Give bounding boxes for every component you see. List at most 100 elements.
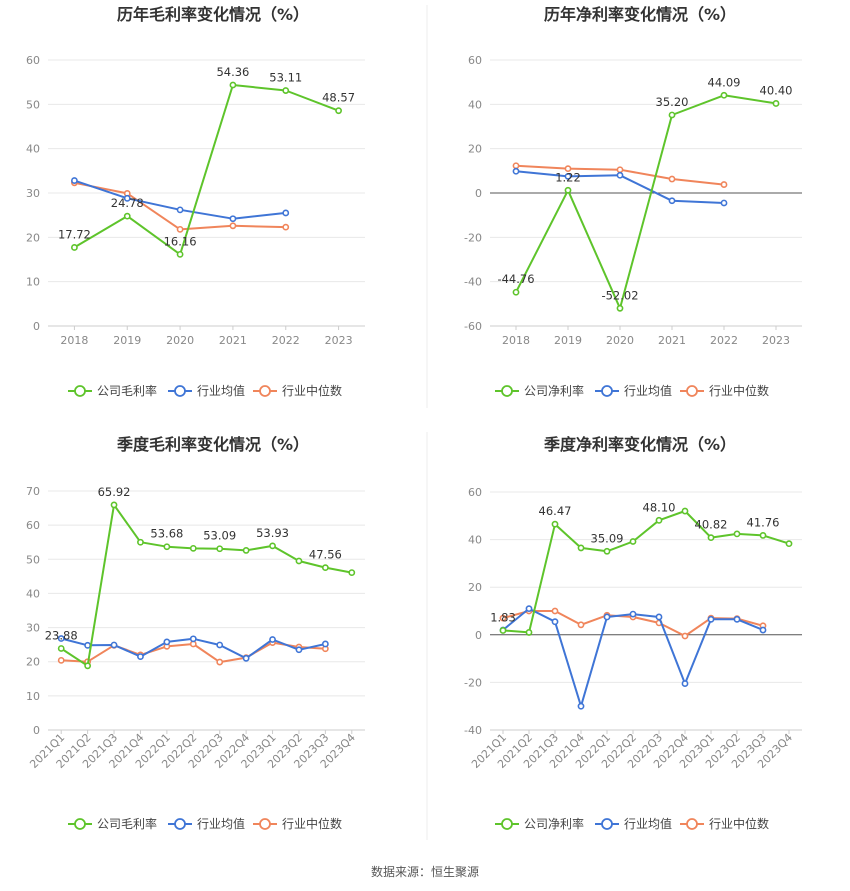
data-point xyxy=(269,636,276,643)
data-label: 17.72 xyxy=(58,227,91,241)
y-tick-label: 60 xyxy=(26,54,40,67)
data-point xyxy=(655,613,663,621)
chart-title: 季度净利率变化情况（%） xyxy=(543,435,736,454)
y-tick-label: 40 xyxy=(26,587,40,600)
data-point xyxy=(564,165,572,173)
series-industry-avg xyxy=(512,167,728,207)
data-label: 46.47 xyxy=(539,504,572,518)
data-point xyxy=(577,544,585,552)
data-point xyxy=(242,547,250,554)
data-label: 16.16 xyxy=(164,234,197,248)
data-point xyxy=(759,626,767,634)
y-tick-label: 0 xyxy=(475,629,482,642)
series-line xyxy=(73,84,339,256)
data-label: 65.92 xyxy=(98,485,131,499)
legend-label: 行业均值 xyxy=(197,816,245,831)
data-point xyxy=(499,614,507,622)
data-point xyxy=(110,641,118,649)
data-point xyxy=(295,646,303,654)
data-point xyxy=(616,166,624,174)
data-point xyxy=(176,206,184,214)
data-point xyxy=(282,223,290,231)
y-tick-label: 0 xyxy=(33,320,40,333)
data-point xyxy=(321,564,329,572)
legend-swatch-marker xyxy=(174,818,186,830)
data-label: 41.76 xyxy=(747,515,780,529)
legend-label: 行业均值 xyxy=(197,383,245,398)
data-point xyxy=(551,607,559,615)
series-company: -44.76 1.22 -52.02 35.20 44.09 40.40 xyxy=(497,75,792,312)
legend-item: 公司净利率 xyxy=(495,383,584,398)
legend-item: 公司毛利率 xyxy=(68,383,157,398)
data-point xyxy=(84,662,92,670)
data-point xyxy=(720,91,728,99)
legend-label: 行业均值 xyxy=(624,383,672,398)
data-point xyxy=(229,81,237,89)
legend-item: 行业均值 xyxy=(595,816,672,831)
data-point xyxy=(668,175,676,183)
y-tick-label: 20 xyxy=(26,231,40,244)
legend-item: 公司净利率 xyxy=(495,816,584,831)
data-point xyxy=(189,635,197,643)
data-point xyxy=(216,545,224,553)
data-label: 53.11 xyxy=(269,71,302,85)
chart-panel-2: 历年净利率变化情况（%） -60 -40 -20 0 20 40 60 2018 2019 2020… xyxy=(464,5,802,398)
chart-legend: 公司净利率 行业均值 行业中位数 xyxy=(495,383,769,398)
data-point xyxy=(785,540,793,548)
x-tick-label: 2023 xyxy=(325,334,353,347)
data-point xyxy=(229,222,237,230)
y-tick-label: -20 xyxy=(464,231,482,244)
data-label: 1.83 xyxy=(490,610,516,624)
data-point xyxy=(681,507,689,515)
series-line xyxy=(502,510,790,634)
chart-panel-1: 历年毛利率变化情况（%） 0 10 20 30 40 50 60 2018 2019 2020 202… xyxy=(26,5,365,398)
data-point xyxy=(616,171,624,179)
chart-legend: 公司净利率 行业均值 行业中位数 xyxy=(495,816,769,831)
legend-label: 行业中位数 xyxy=(282,816,342,831)
y-tick-label: 20 xyxy=(26,656,40,669)
y-tick-label: -40 xyxy=(464,276,482,289)
x-tick-label: 2020 xyxy=(606,334,634,347)
data-point xyxy=(551,618,559,626)
legend-swatch-marker xyxy=(74,385,86,397)
y-tick-label: 0 xyxy=(475,187,482,200)
x-tick-label: 2021 xyxy=(219,334,247,347)
y-tick-label: 50 xyxy=(26,553,40,566)
y-tick-label: 40 xyxy=(26,143,40,156)
data-point xyxy=(499,627,507,634)
data-point xyxy=(282,87,290,94)
x-tick-label: 2018 xyxy=(502,334,530,347)
series-line xyxy=(60,503,352,667)
legend-swatch-marker xyxy=(686,818,698,830)
x-tick-label: 2019 xyxy=(113,334,141,347)
legend-swatch-marker xyxy=(601,818,613,830)
data-label: 47.56 xyxy=(309,548,342,562)
legend-label: 行业均值 xyxy=(624,816,672,831)
legend-label: 公司毛利率 xyxy=(97,383,157,398)
x-tick-label: 2021 xyxy=(658,334,686,347)
series-company: 17.72 24.78 16.16 54.36 53.11 48.57 xyxy=(58,65,355,258)
data-point xyxy=(616,304,624,312)
data-point xyxy=(772,100,780,107)
data-point xyxy=(57,635,65,642)
chart-legend: 公司毛利率 行业均值 行业中位数 xyxy=(68,383,342,398)
legend-label: 公司净利率 xyxy=(524,816,584,831)
y-tick-label: -40 xyxy=(464,724,482,737)
y-tick-label: 0 xyxy=(33,724,40,737)
data-source-note: 数据来源：恒生聚源 xyxy=(371,864,479,879)
data-point xyxy=(57,656,65,664)
data-point xyxy=(577,621,585,629)
chart-title: 历年净利率变化情况（%） xyxy=(544,5,736,24)
legend-item: 行业中位数 xyxy=(680,816,769,831)
data-point xyxy=(71,244,78,251)
data-point xyxy=(707,615,715,623)
data-point xyxy=(655,516,663,524)
data-point xyxy=(733,530,741,538)
y-tick-label: 20 xyxy=(468,143,482,156)
legend-swatch-marker xyxy=(74,818,86,830)
data-point xyxy=(137,538,144,546)
data-point xyxy=(733,615,741,623)
data-point xyxy=(629,538,637,545)
legend-label: 公司净利率 xyxy=(524,383,584,398)
